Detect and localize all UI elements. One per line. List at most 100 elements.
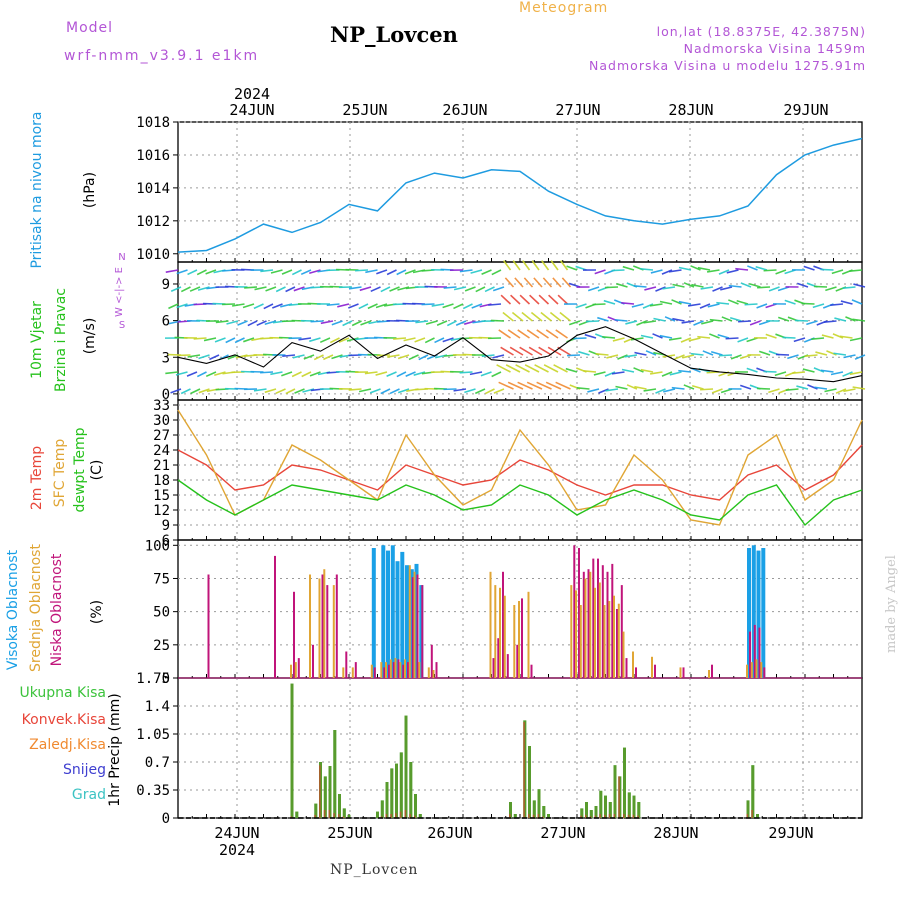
wind-arrow — [659, 334, 673, 339]
wind-arrow — [796, 282, 809, 288]
wind-arrow — [285, 286, 296, 293]
wind-arrow — [358, 303, 369, 310]
cloud-bar — [383, 667, 386, 678]
wind-arrow — [474, 388, 486, 395]
wind-arrow — [301, 371, 312, 378]
cloud-bar — [753, 624, 756, 678]
wind-arrow — [672, 283, 685, 288]
wind-arrow — [550, 260, 559, 271]
precip-bar-shade — [404, 715, 408, 818]
wind-arrow — [323, 354, 334, 361]
wind-arrow — [678, 369, 692, 373]
wind-arrow — [674, 354, 685, 360]
cloud-bar — [592, 558, 595, 678]
wind-arrow — [568, 320, 581, 326]
wind-arrow — [534, 364, 549, 373]
wind-arrow — [226, 320, 239, 325]
wind-arrow — [319, 337, 331, 344]
wind-arrow — [529, 294, 540, 305]
cloud-unit: (%) — [89, 600, 105, 624]
wind-arrow — [612, 337, 625, 342]
wind-arrow — [502, 311, 514, 322]
wind-arrow — [348, 286, 362, 290]
wind-arrow — [176, 269, 188, 275]
wind-arrow — [526, 329, 540, 339]
wind-arrow — [683, 282, 695, 288]
wind-arrow — [355, 269, 369, 272]
cloud-bar — [207, 574, 210, 678]
wind-arrow — [807, 384, 818, 390]
temperature-ytick-label: 18 — [153, 473, 170, 489]
wind-arrow — [484, 388, 495, 395]
wind-arrow — [555, 329, 568, 339]
cloud-bar — [351, 667, 354, 678]
wind-arrow — [187, 354, 201, 358]
wind-arrow — [493, 388, 505, 394]
wind-arrow — [655, 286, 666, 292]
wind-arrow — [553, 364, 568, 373]
precip-bar-shade — [604, 795, 607, 818]
wind-arrow — [649, 303, 663, 307]
precip-legend-item: Zaledj.Kisa — [29, 737, 106, 753]
wind-arrow — [170, 388, 182, 394]
wind-arrow — [815, 351, 828, 356]
wind-arrow — [386, 269, 397, 276]
wind-arrow — [730, 354, 742, 360]
wind-arrow — [747, 265, 758, 271]
wind-arrow — [701, 320, 714, 325]
cloud-bar — [397, 659, 400, 678]
wind-arrow — [804, 354, 818, 357]
wind-arrow — [593, 371, 606, 376]
wind-arrow — [586, 320, 600, 323]
pressure-ytick-label: 1014 — [136, 181, 170, 197]
wind-arrow — [543, 364, 559, 373]
cloud-bar — [342, 667, 345, 678]
wind-arrow — [225, 337, 236, 344]
wind-arrow — [792, 371, 806, 374]
cloud-bar — [332, 585, 335, 678]
wind-arrow — [640, 268, 654, 271]
wind-arrow — [720, 286, 733, 291]
pressure-ytick-label: 1018 — [136, 115, 170, 131]
wind-arrow — [561, 277, 572, 288]
wind-arrow — [821, 334, 834, 339]
cloud-bar — [760, 662, 763, 678]
top-date-label: 25JUN — [342, 101, 387, 119]
cloud-bar — [430, 644, 433, 678]
wind-arrow — [576, 387, 590, 390]
wind-arrow — [196, 371, 207, 378]
wind-arrow — [275, 286, 286, 293]
precip-bar-shade — [627, 792, 631, 818]
wind-arrow — [668, 269, 682, 273]
wind-arrow — [309, 269, 321, 275]
wind-arrow — [364, 371, 378, 375]
wind-arrow — [716, 301, 730, 305]
wind-arrow — [768, 388, 780, 394]
cloud-bar — [597, 558, 599, 678]
wind-arrow — [214, 337, 226, 343]
cloud-bar — [578, 548, 580, 678]
wind-ytick-label: 6 — [162, 314, 170, 330]
precip-ytick-label: 1.4 — [145, 699, 170, 715]
wind-arrow — [681, 320, 695, 324]
wind-arrow — [717, 334, 730, 339]
precip-bar-shade — [509, 802, 512, 818]
wind-arrow — [604, 371, 616, 377]
wind-arrow — [697, 266, 711, 271]
wind-arrow — [839, 335, 853, 339]
wind-arrow — [830, 371, 844, 376]
wind-arrow — [671, 299, 682, 305]
wind-arrow — [614, 319, 628, 322]
wind-arrow — [811, 337, 825, 340]
wind-arrow — [814, 285, 828, 288]
wind-arrow — [625, 320, 638, 325]
wind-arrow — [700, 388, 714, 391]
wind-arrow — [671, 386, 685, 390]
wind-arrow — [634, 385, 647, 390]
cloud-bar — [499, 587, 501, 678]
cloud-bar — [582, 571, 585, 678]
wind-arrow — [806, 320, 818, 326]
wind-arrow — [852, 318, 866, 322]
top-date-label: 27JUN — [555, 101, 600, 119]
wind-arrow — [187, 269, 198, 276]
